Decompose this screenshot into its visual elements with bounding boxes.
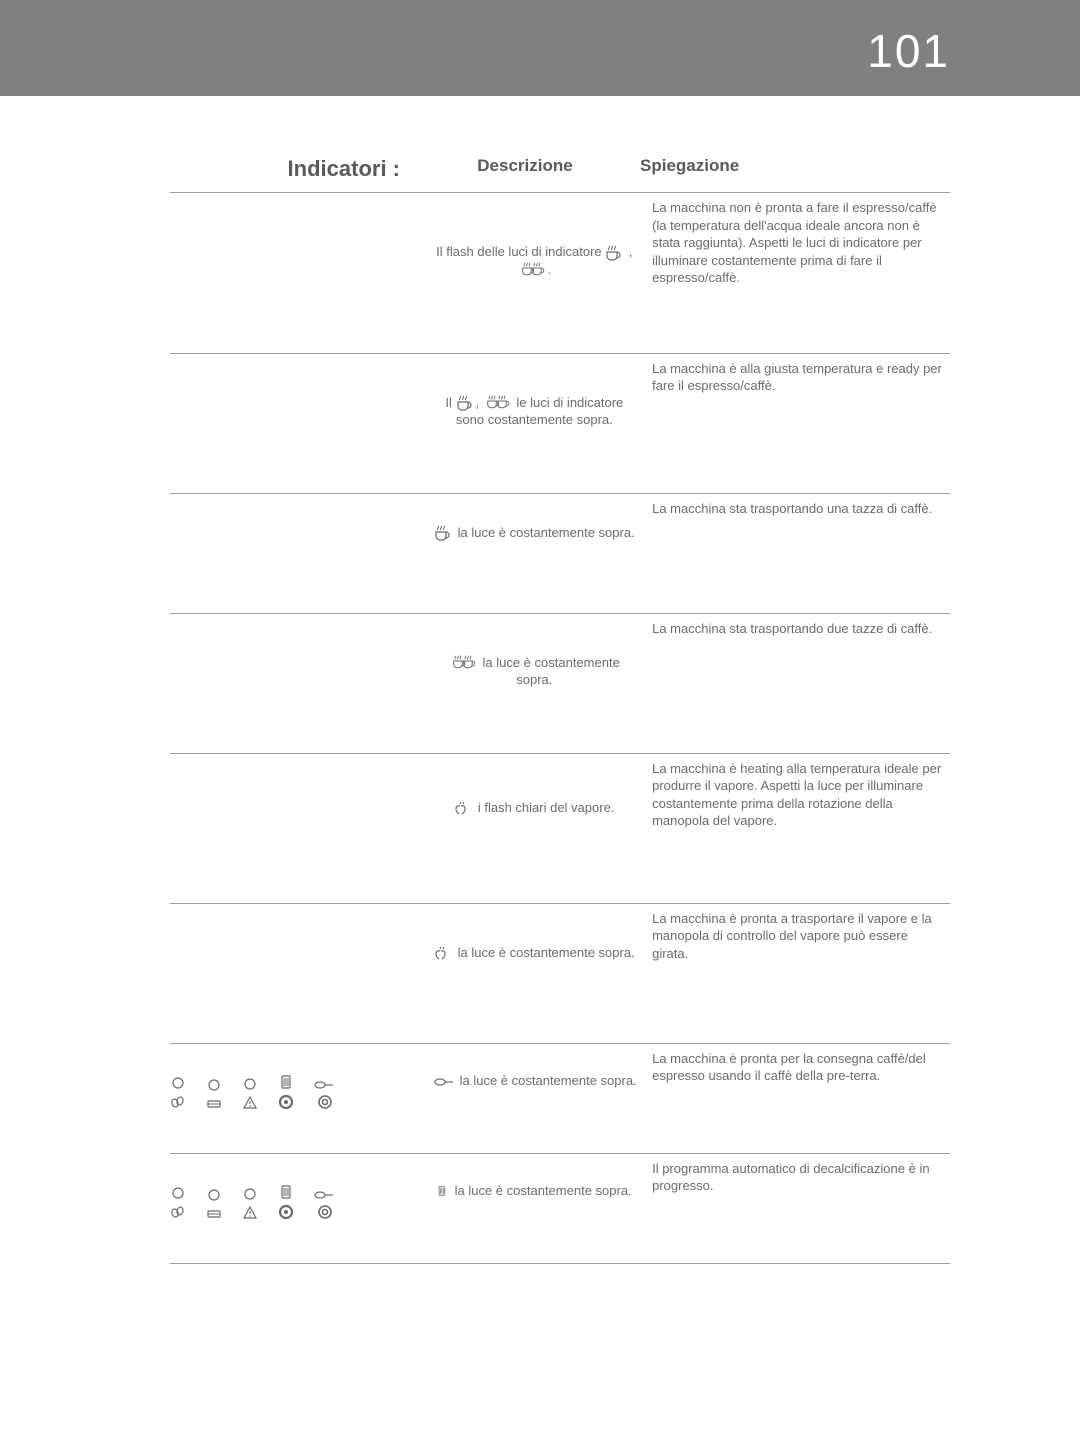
indicator-cell [170,1153,427,1263]
led-icon [171,1076,185,1090]
top-banner: 101 [0,0,1080,96]
explanation-cell: La macchina sta trasportando una tazza d… [642,493,950,613]
description-text: la luce è costantemente sopra. [434,524,635,542]
description-cell: Il , le luci di indicatore sono costante… [427,353,643,493]
header-descrizione: Descrizione [420,156,630,182]
explanation-cell: Il programma automatico di decalcificazi… [642,1153,950,1263]
target-icon [317,1094,333,1110]
description-text: la luce è costantemente sopra. [437,1182,632,1200]
cup1-icon [456,395,476,411]
indicator-cell [170,193,427,353]
table-header-row: Indicatori : Descrizione Spiegazione [170,156,950,193]
content-area: Indicatori : Descrizione Spiegazione Il … [0,96,1080,1264]
description-cell: i flash chiari del vapore. [427,753,643,903]
table-row: la luce è costantemente sopra.La macchin… [170,613,950,753]
cup1-icon [434,525,454,541]
led-icon [207,1188,221,1202]
explanation-cell: La macchina è heating alla temperatura i… [642,753,950,903]
table-row: i flash chiari del vapore. La macchina è … [170,753,950,903]
explanation-cell: La macchina non è pronta a fare il espre… [642,193,950,353]
descale-icon [279,1184,293,1200]
description-cell: la luce è costantemente sopra. [427,903,643,1043]
description-cell: la luce è costantemente sopra. [427,1043,643,1153]
description-text: Il , le luci di indicatore sono costante… [431,394,639,429]
explanation-cell: La macchina sta trasportando due tazze d… [642,613,950,753]
led-icon [207,1078,221,1092]
table-row: Il , le luci di indicatore sono costante… [170,353,950,493]
descale-icon [279,1074,293,1090]
steam-icon [454,800,474,816]
description-cell: la luce è costantemente sopra. [427,1153,643,1263]
indicator-cell [170,613,427,753]
target-icon [317,1204,333,1220]
warning-icon [242,1095,258,1110]
table-row: la luce è costantemente sopra. La macchin… [170,903,950,1043]
explanation-cell: La macchina è pronta per la consegna caf… [642,1043,950,1153]
led-icon [171,1186,185,1200]
cup1-icon [605,245,625,261]
indicator-panel [170,1154,427,1240]
explanation-cell: La macchina è pronta a trasportare il va… [642,903,950,1043]
table-row: Il flash delle luci di indicatore , .La … [170,193,950,353]
indicator-table: Il flash delle luci di indicatore , .La … [170,193,950,1264]
beans-icon [170,1094,186,1110]
description-text: la luce è costantemente sopra. [431,654,639,689]
description-text: la luce è costantemente sopra. [432,1072,637,1090]
indicator-cell [170,493,427,613]
led-icon [243,1187,257,1201]
explanation-cell: La macchina è alla giusta temperatura e … [642,353,950,493]
indicator-cell [170,1043,427,1153]
target-bold-icon [278,1094,294,1110]
indicator-cell [170,353,427,493]
table-row: la luce è costantemente sopra. Il program… [170,1153,950,1263]
description-cell: la luce è costantemente sopra. [427,613,643,753]
warning-icon [242,1205,258,1220]
header-indicatori: Indicatori : [170,156,420,182]
beans-icon [170,1204,186,1220]
tray-icon [206,1206,222,1220]
scoop-icon [314,1076,336,1090]
indicator-cell [170,753,427,903]
table-row: la luce è costantemente sopra. La macchin… [170,493,950,613]
description-text: la luce è costantemente sopra. [434,944,635,962]
cup2-icon [449,655,479,671]
indicator-cell [170,903,427,1043]
cup2-icon [518,262,548,278]
description-cell: la luce è costantemente sopra. [427,493,643,613]
page-number: 101 [867,24,950,78]
steam-icon [434,945,454,961]
tray-icon [206,1096,222,1110]
cup2-icon [483,395,513,411]
scoop-icon [314,1186,336,1200]
header-spiegazione: Spiegazione [630,156,930,182]
indicator-panel [170,1044,427,1130]
scoop-icon [432,1073,456,1089]
target-bold-icon [278,1204,294,1220]
descale-icon [437,1183,451,1199]
led-icon [243,1077,257,1091]
description-text: Il flash delle luci di indicatore , . [431,243,639,278]
table-row: la luce è costantemente sopra. La macchin… [170,1043,950,1153]
description-cell: Il flash delle luci di indicatore , . [427,193,643,353]
description-text: i flash chiari del vapore. [454,799,614,817]
